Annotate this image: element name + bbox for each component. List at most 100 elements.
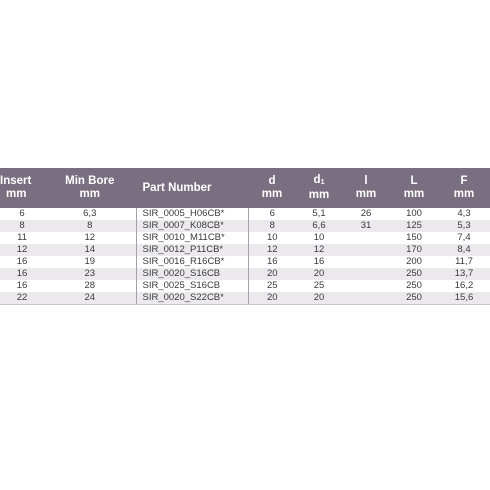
cell-d1: 10 — [313, 232, 325, 243]
header-l-small: l mm — [342, 168, 390, 208]
cell-d1: 16 — [313, 256, 325, 267]
cell-d: 6 — [269, 208, 275, 219]
table-bottom-rule — [0, 304, 490, 305]
cell-l-large: 170 — [406, 244, 422, 255]
cell-d1: 12 — [313, 244, 325, 255]
cell-d1: 20 — [313, 268, 325, 279]
table-row: 11 12 SIR_0010_M11CB* 10 10 150 7,4 — [0, 232, 490, 244]
header-f: F mm — [438, 168, 490, 208]
cell-l-large: 150 — [406, 232, 422, 243]
cell-d: 20 — [266, 292, 278, 303]
cell-insert: 11 — [17, 232, 27, 243]
cell-d1: 5,1 — [312, 208, 326, 219]
header-d-unit: mm — [261, 188, 283, 200]
cell-l-small — [342, 256, 390, 268]
cell-part-number: SIR_0016_R16CB* — [135, 256, 249, 268]
header-insert: Insert mm — [0, 168, 44, 208]
cell-d: 16 — [266, 256, 278, 267]
cell-f: 5,3 — [457, 220, 471, 231]
cell-insert: 16 — [16, 256, 28, 267]
table-row: 8 8 SIR_0007_K08CB* 8 6,6 31 125 5,3 — [0, 220, 490, 232]
header-l-small-unit: mm — [355, 188, 377, 200]
cell-part-number: SIR_0005_H06CB* — [135, 208, 249, 220]
cell-l-small — [342, 244, 390, 256]
header-l-small-label: l — [364, 175, 368, 187]
cell-part-number: SIR_0007_K08CB* — [135, 220, 249, 232]
cell-min-bore: 28 — [84, 280, 96, 291]
cell-part-number: SIR_0020_S16CB — [135, 268, 249, 280]
cell-f: 15,6 — [454, 292, 474, 303]
header-insert-unit: mm — [6, 188, 27, 200]
part-table: Insert mm Min Bore mm Part Number d mm d… — [0, 168, 490, 304]
cell-insert: 22 — [16, 292, 28, 303]
header-min-bore-label: Min Bore — [65, 175, 115, 187]
table-row: 12 14 SIR_0012_P11CB* 12 12 170 8,4 — [0, 244, 490, 256]
table-row: 16 28 SIR_0025_S16CB 25 25 250 16,2 — [0, 280, 490, 292]
cell-l-large: 100 — [406, 208, 422, 219]
cell-part-number: SIR_0010_M11CB* — [135, 232, 249, 244]
cell-l-large: 250 — [406, 280, 422, 291]
header-d1-unit: mm — [308, 189, 330, 201]
header-l-large-label: L — [410, 175, 418, 187]
header-min-bore-unit: mm — [79, 188, 100, 200]
cell-d: 10 — [266, 232, 278, 243]
cell-min-bore: 19 — [84, 256, 96, 267]
header-min-bore: Min Bore mm — [44, 168, 136, 208]
cell-l-small — [342, 292, 390, 304]
header-d-label: d — [268, 175, 276, 187]
header-l-large-unit: mm — [403, 188, 425, 200]
cell-d: 25 — [266, 280, 278, 291]
cell-l-small — [342, 280, 390, 292]
cell-insert: 16 — [16, 280, 28, 291]
header-part-number-label: Part Number — [142, 181, 212, 194]
cell-min-bore: 6,3 — [83, 208, 97, 219]
cell-insert: 8 — [19, 220, 25, 231]
header-d1: d1 mm — [296, 168, 342, 208]
cell-f: 11,7 — [455, 256, 473, 267]
cell-insert: 6 — [19, 208, 25, 219]
table-header-row: Insert mm Min Bore mm Part Number d mm d… — [0, 168, 490, 208]
cell-l-small: 31 — [360, 220, 372, 231]
cell-f: 16,2 — [454, 280, 474, 291]
header-part-number: Part Number — [135, 168, 248, 208]
cell-part-number: SIR_0012_P11CB* — [135, 244, 249, 256]
cell-d: 20 — [266, 268, 278, 279]
header-f-unit: mm — [453, 188, 475, 200]
cell-l-small — [342, 232, 390, 244]
cell-l-small — [342, 268, 390, 280]
cell-d: 12 — [266, 244, 278, 255]
cell-min-bore: 8 — [87, 220, 93, 231]
cell-l-large: 250 — [406, 268, 422, 279]
table-row: 16 23 SIR_0020_S16CB 20 20 250 13,7 — [0, 268, 490, 280]
cell-l-large: 200 — [406, 256, 422, 267]
header-insert-label: Insert — [0, 175, 32, 187]
cell-f: 7,4 — [457, 232, 471, 243]
cell-insert: 16 — [16, 268, 28, 279]
cell-l-large: 250 — [406, 292, 422, 303]
header-d: d mm — [248, 168, 296, 208]
cell-l-large: 125 — [406, 220, 422, 231]
cell-d1: 20 — [313, 292, 325, 303]
cell-f: 4,3 — [457, 208, 471, 219]
cell-f: 13,7 — [454, 268, 474, 279]
cell-d1: 6,6 — [312, 220, 326, 231]
table-row: 16 19 SIR_0016_R16CB* 16 16 200 11,7 — [0, 256, 490, 268]
table-row: 22 24 SIR_0020_S22CB* 20 20 250 15,6 — [0, 292, 490, 304]
cell-f: 8,4 — [457, 244, 471, 255]
table-row: 6 6,3 SIR_0005_H06CB* 6 5,1 26 100 4,3 — [0, 208, 490, 220]
cell-part-number: SIR_0020_S22CB* — [135, 292, 249, 304]
cell-min-bore: 14 — [84, 244, 96, 255]
cell-d1: 25 — [313, 280, 325, 291]
cell-insert: 12 — [16, 244, 28, 255]
cell-d: 8 — [269, 220, 275, 231]
header-l-large: L mm — [390, 168, 438, 208]
header-d1-label: d — [313, 174, 321, 186]
part-table-container: Insert mm Min Bore mm Part Number d mm d… — [0, 168, 490, 305]
cell-min-bore: 24 — [84, 292, 96, 303]
cell-min-bore: 23 — [84, 268, 96, 279]
cell-part-number: SIR_0025_S16CB — [135, 280, 249, 292]
header-d1-subscript: 1 — [320, 179, 325, 186]
header-f-label: F — [460, 175, 468, 187]
cell-l-small: 26 — [360, 208, 372, 219]
cell-min-bore: 12 — [84, 232, 96, 243]
